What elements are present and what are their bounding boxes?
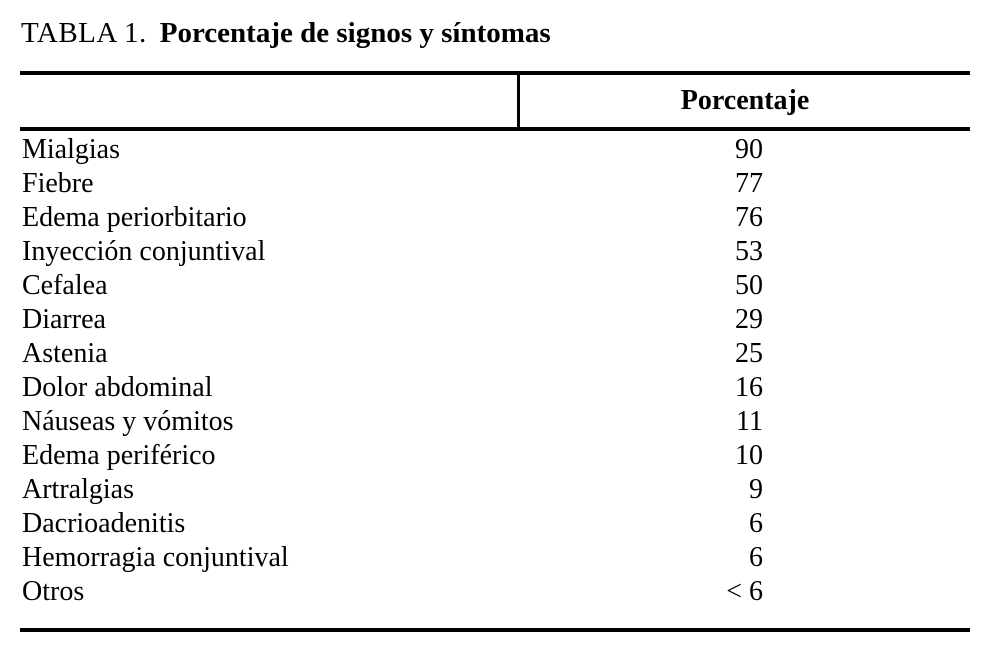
symptom-name: Otros [22, 576, 85, 607]
table-title-label: TABLA 1. [21, 17, 147, 49]
table-row: Mialgias 90 [20, 133, 970, 167]
symptom-name: Náuseas y vómitos [22, 406, 234, 437]
symptom-percentage: 90 [735, 134, 763, 165]
table-row: Otros < 6 [20, 575, 970, 609]
symptom-name: Cefalea [22, 270, 108, 301]
symptom-name: Edema periorbitario [22, 202, 247, 233]
table-row: Cefalea 50 [20, 269, 970, 303]
symptom-percentage: 16 [735, 372, 763, 403]
symptom-name: Astenia [22, 338, 108, 369]
symptom-name: Fiebre [22, 168, 94, 199]
symptom-name: Dacrioadenitis [22, 508, 186, 539]
symptom-name: Diarrea [22, 304, 106, 335]
table-row: Astenia 25 [20, 337, 970, 371]
table-row: Inyección conjuntival 53 [20, 235, 970, 269]
table-row: Diarrea 29 [20, 303, 970, 337]
table-row: Edema periférico 10 [20, 439, 970, 473]
table-header: Porcentaje [20, 75, 970, 127]
symptom-name: Dolor abdominal [22, 372, 213, 403]
symptom-percentage: 50 [735, 270, 763, 301]
table-row: Dacrioadenitis 6 [20, 507, 970, 541]
symptom-name: Inyección conjuntival [22, 236, 266, 267]
rule-top [20, 71, 970, 75]
symptom-percentage: 10 [735, 440, 763, 471]
rule-header-bottom [20, 127, 970, 131]
symptom-name: Hemorragia conjuntival [22, 542, 289, 573]
table-title: TABLA 1. Porcentaje de signos y síntomas [21, 14, 551, 52]
symptom-percentage: 6 [749, 508, 763, 539]
column-divider [517, 75, 520, 127]
table-row: Fiebre 77 [20, 167, 970, 201]
table-body: Mialgias 90 Fiebre 77 Edema periorbitari… [20, 133, 970, 609]
symptom-name: Artralgias [22, 474, 134, 505]
table-row: Náuseas y vómitos 11 [20, 405, 970, 439]
table-title-text: Porcentaje de signos y síntomas [159, 17, 551, 49]
symptom-percentage: 77 [735, 168, 763, 199]
symptom-percentage: 53 [735, 236, 763, 267]
symptom-percentage: 76 [735, 202, 763, 233]
table-row: Dolor abdominal 16 [20, 371, 970, 405]
table-row: Edema periorbitario 76 [20, 201, 970, 235]
table-row: Hemorragia conjuntival 6 [20, 541, 970, 575]
symptom-percentage: 25 [735, 338, 763, 369]
header-percentage: Porcentaje [680, 85, 810, 116]
symptom-name: Mialgias [22, 134, 120, 165]
symptom-percentage: 9 [749, 474, 763, 505]
table-row: Artralgias 9 [20, 473, 970, 507]
symptom-name: Edema periférico [22, 440, 216, 471]
header-empty-cell [20, 75, 517, 127]
symptom-percentage: 11 [736, 406, 763, 437]
rule-bottom [20, 628, 970, 632]
symptom-percentage: 29 [735, 304, 763, 335]
symptom-percentage: 6 [749, 542, 763, 573]
symptom-percentage: < 6 [726, 576, 763, 607]
